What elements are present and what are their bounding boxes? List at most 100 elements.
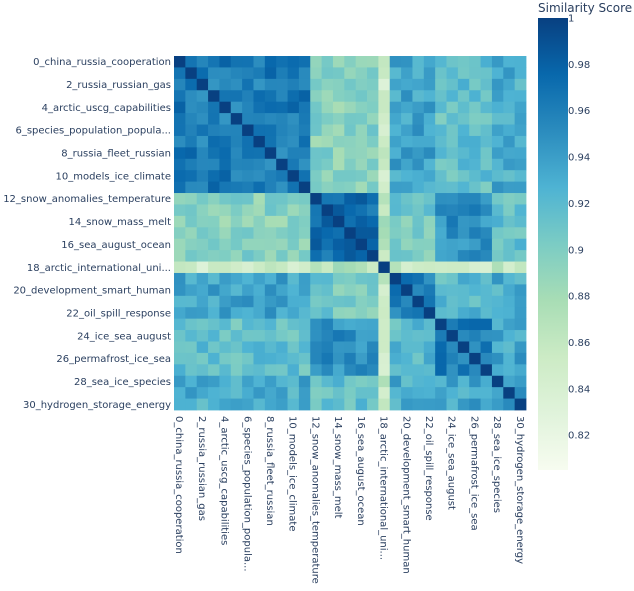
heatmap-cell [491, 261, 504, 274]
heatmap-cell [355, 284, 368, 297]
heatmap-cell [298, 215, 311, 228]
heatmap-cell [480, 238, 493, 251]
heatmap-cell [242, 250, 254, 262]
heatmap-cell [219, 284, 232, 297]
heatmap-cell [287, 90, 300, 103]
heatmap-cell [321, 295, 334, 308]
heatmap-cell [264, 158, 277, 171]
heatmap-cell [355, 204, 368, 217]
heatmap-cell [332, 135, 345, 148]
heatmap-cell [185, 193, 198, 205]
heatmap-cell [367, 352, 379, 365]
heatmap-cell [480, 113, 493, 125]
heatmap-cell [264, 387, 277, 399]
heatmap-cell [514, 204, 527, 217]
heatmap-cell [378, 261, 391, 274]
heatmap-cell [264, 78, 277, 91]
heatmap-cell [185, 67, 198, 80]
heatmap-cell [196, 56, 209, 68]
heatmap-cell [230, 341, 243, 354]
heatmap-cell [219, 375, 232, 388]
heatmap-cell [230, 330, 243, 342]
y-tick-label: 22_oil_spill_response [66, 308, 171, 319]
heatmap-cell [401, 307, 413, 320]
heatmap-cell [457, 284, 470, 297]
heatmap-cell [435, 215, 447, 228]
heatmap-cell [298, 272, 311, 285]
heatmap-cell [480, 135, 493, 148]
heatmap-cell [423, 238, 436, 251]
heatmap-cell [332, 147, 345, 160]
heatmap-cell [503, 204, 516, 217]
heatmap-cell [332, 375, 345, 388]
heatmap-cell [412, 238, 425, 251]
heatmap-cell [253, 352, 266, 365]
heatmap-cell [412, 56, 425, 68]
heatmap-cell [457, 158, 470, 171]
heatmap-cell [401, 387, 413, 399]
heatmap-cell [174, 352, 186, 365]
heatmap-cell [230, 113, 243, 125]
heatmap-cell [276, 90, 288, 103]
heatmap-cell [344, 204, 357, 217]
heatmap-cell [287, 113, 300, 125]
colorbar-tick-label: 0.98 [568, 60, 590, 71]
heatmap-cell [367, 375, 379, 388]
heatmap-cell [253, 261, 266, 274]
heatmap-cell [310, 204, 323, 217]
heatmap-cell [457, 261, 470, 274]
heatmap-cell [378, 318, 391, 331]
heatmap-cell [264, 67, 277, 80]
heatmap-cell [185, 215, 198, 228]
heatmap-cell [185, 101, 198, 114]
heatmap-cell [242, 135, 254, 148]
heatmap-cell [446, 318, 459, 331]
heatmap-cell [242, 204, 254, 217]
heatmap-cell [208, 181, 220, 194]
heatmap-cell [219, 158, 232, 171]
heatmap-cell [230, 170, 243, 183]
heatmap-cell [480, 193, 493, 205]
heatmap-cell [230, 307, 243, 320]
x-tick-label: 28_sea_ice_species [491, 416, 502, 513]
heatmap-cell [310, 330, 323, 342]
heatmap-cell [378, 295, 391, 308]
heatmap-cell [514, 90, 527, 103]
heatmap-cell [491, 147, 504, 160]
heatmap-cell [491, 284, 504, 297]
heatmap-cell [412, 101, 425, 114]
heatmap-cell [355, 272, 368, 285]
heatmap-cell [480, 101, 493, 114]
heatmap-cell [378, 215, 391, 228]
heatmap-cell [253, 227, 266, 240]
heatmap-cell [491, 67, 504, 80]
heatmap-cell [174, 318, 186, 331]
heatmap-cell [298, 227, 311, 240]
heatmap-cell [446, 158, 459, 171]
heatmap-cell [287, 352, 300, 365]
heatmap-cell [196, 181, 209, 194]
heatmap-cell [367, 158, 379, 171]
heatmap-cell [401, 204, 413, 217]
heatmap-cell [401, 135, 413, 148]
heatmap-cell [332, 352, 345, 365]
heatmap-cell [389, 170, 402, 183]
heatmap-cell [298, 307, 311, 320]
heatmap-cell [514, 398, 527, 411]
heatmap-cell [344, 387, 357, 399]
heatmap-cell [457, 238, 470, 251]
heatmap-cell [423, 387, 436, 399]
heatmap-cell [298, 90, 311, 103]
x-tick-label: 22_oil_spill_response [423, 416, 434, 521]
heatmap-cell [469, 307, 481, 320]
heatmap-cell [264, 261, 277, 274]
heatmap-cell [253, 387, 266, 399]
heatmap-cell [469, 387, 481, 399]
heatmap-cell [412, 295, 425, 308]
heatmap-cell [332, 364, 345, 377]
heatmap-cell [185, 170, 198, 183]
heatmap-cell [174, 375, 186, 388]
heatmap-cell [287, 170, 300, 183]
heatmap-cell [503, 341, 516, 354]
heatmap-cell [332, 113, 345, 125]
